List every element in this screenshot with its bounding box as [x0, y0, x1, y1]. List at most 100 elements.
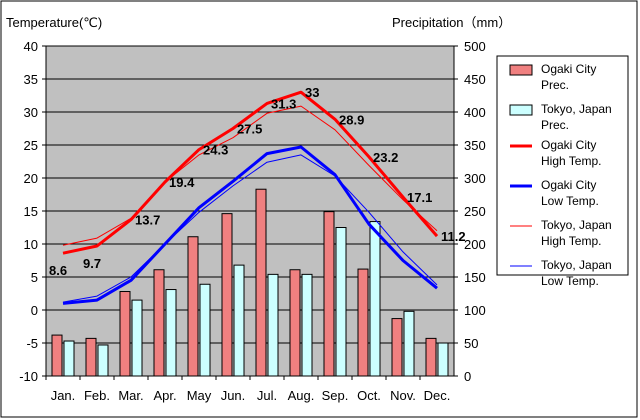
y-left-tick-label: -5: [26, 336, 38, 351]
y-left-tick-label: 30: [24, 105, 38, 120]
y-right-tick-label: 150: [464, 270, 486, 285]
bar: [369, 221, 381, 377]
bar: [85, 337, 97, 377]
bar: [199, 283, 211, 377]
x-tick-label: Jul.: [257, 388, 277, 403]
legend-label: Ogaki City: [541, 178, 596, 192]
bar: [323, 211, 335, 377]
y-left-tick-label: 15: [24, 204, 38, 219]
legend-swatch: [509, 104, 533, 116]
legend-label: Ogaki City: [541, 138, 596, 152]
bar: [165, 289, 177, 377]
y-left-tick-label: 5: [31, 270, 38, 285]
bar: [437, 342, 449, 377]
series-line: [62, 105, 438, 246]
y-left-axis-label: Temperature(℃): [6, 15, 102, 30]
x-axis: Jan. Feb. Mar. Apr. May Jun. Jul. Aug. Sep. Oct. N…: [45, 376, 451, 403]
bar: [51, 334, 63, 377]
data-label: 19.4: [169, 175, 195, 190]
legend-label: Ogaki City: [541, 62, 596, 76]
y-left-tick-label: 0: [31, 303, 38, 318]
legend-label: High Temp.: [541, 234, 601, 248]
legend-box: [496, 55, 629, 276]
legend: Ogaki City Prec. Tokyo, Japan Prec. Ogaki Ci…: [496, 55, 629, 288]
y-right-tick-label: 500: [464, 39, 486, 54]
y-left-tick-label: -10: [19, 369, 38, 384]
bar: [267, 273, 279, 377]
x-tick-label: May: [187, 388, 212, 403]
y-right-tick-label: 50: [464, 336, 478, 351]
series-line: [62, 145, 438, 305]
data-label: 33: [305, 85, 319, 100]
x-tick-label: Aug.: [288, 388, 315, 403]
data-label: 27.5: [237, 122, 262, 137]
legend-swatch: [509, 64, 533, 76]
y-right-tick-label: 450: [464, 72, 486, 87]
legend-label: Low Temp.: [541, 194, 599, 208]
x-tick-label: Mar.: [118, 388, 143, 403]
series-line: [62, 154, 438, 303]
data-label: 24.3: [203, 143, 228, 158]
y-right-tick-label: 300: [464, 171, 486, 186]
data-label: 28.9: [339, 112, 364, 127]
data-labels: 8.6 9.7 13.7 19.4 24.3 27.5 31.3 33 28.9 23.2 17.1…: [49, 85, 466, 278]
x-tick-label: Oct.: [357, 388, 381, 403]
y-right-tick-label: 350: [464, 138, 486, 153]
legend-label: High Temp.: [541, 154, 601, 168]
bar: [131, 299, 143, 377]
legend-label: Prec.: [541, 78, 569, 92]
x-tick-label: Nov.: [390, 388, 416, 403]
bar: [255, 188, 267, 377]
bar: [301, 273, 313, 377]
bar: [357, 268, 369, 377]
y-right-tick-label: 250: [464, 204, 486, 219]
bar: [153, 269, 165, 377]
y-left-tick-label: 10: [24, 237, 38, 252]
bar: [233, 264, 245, 377]
data-label: 31.3: [271, 96, 296, 111]
y-axis-left: 40 35 30 25 20 15 10 5 0 -5 -10: [19, 39, 46, 384]
y-right-tick-label: 0: [464, 369, 471, 384]
bar: [403, 310, 415, 377]
legend-label: Tokyo, Japan: [541, 218, 612, 232]
bar-series: [51, 188, 449, 377]
line-series: [62, 90, 439, 305]
bar: [221, 213, 233, 377]
data-label: 13.7: [135, 213, 160, 228]
series-line: [62, 90, 439, 255]
bar: [187, 236, 199, 377]
x-tick-label: Jan.: [51, 388, 76, 403]
bar: [391, 318, 403, 377]
data-label: 11.2: [441, 229, 466, 244]
bar: [289, 269, 301, 377]
y-left-tick-label: 25: [24, 138, 38, 153]
bar: [97, 344, 109, 377]
y-right-axis-label: Precipitation（mm）: [392, 15, 511, 30]
bar: [335, 227, 347, 377]
x-tick-label: Apr.: [153, 388, 176, 403]
legend-label: Tokyo, Japan: [541, 258, 612, 272]
bar: [425, 337, 437, 377]
x-tick-label: Feb.: [84, 388, 110, 403]
legend-label: Low Temp.: [541, 274, 599, 288]
data-label: 17.1: [407, 190, 432, 205]
data-label: 8.6: [49, 263, 67, 278]
y-left-tick-label: 40: [24, 39, 38, 54]
y-left-tick-label: 20: [24, 171, 38, 186]
x-tick-label: Jun.: [221, 388, 246, 403]
y-right-tick-label: 400: [464, 105, 486, 120]
data-label: 23.2: [373, 150, 398, 165]
x-tick-label: Sep.: [322, 388, 349, 403]
bar: [119, 291, 131, 377]
legend-label: Tokyo, Japan: [541, 102, 612, 116]
y-left-tick-label: 35: [24, 72, 38, 87]
x-tick-label: Dec.: [424, 388, 451, 403]
y-right-tick-label: 200: [464, 237, 486, 252]
bar: [63, 340, 75, 377]
y-right-tick-label: 100: [464, 303, 486, 318]
data-label: 9.7: [83, 256, 101, 271]
legend-label: Prec.: [541, 118, 569, 132]
